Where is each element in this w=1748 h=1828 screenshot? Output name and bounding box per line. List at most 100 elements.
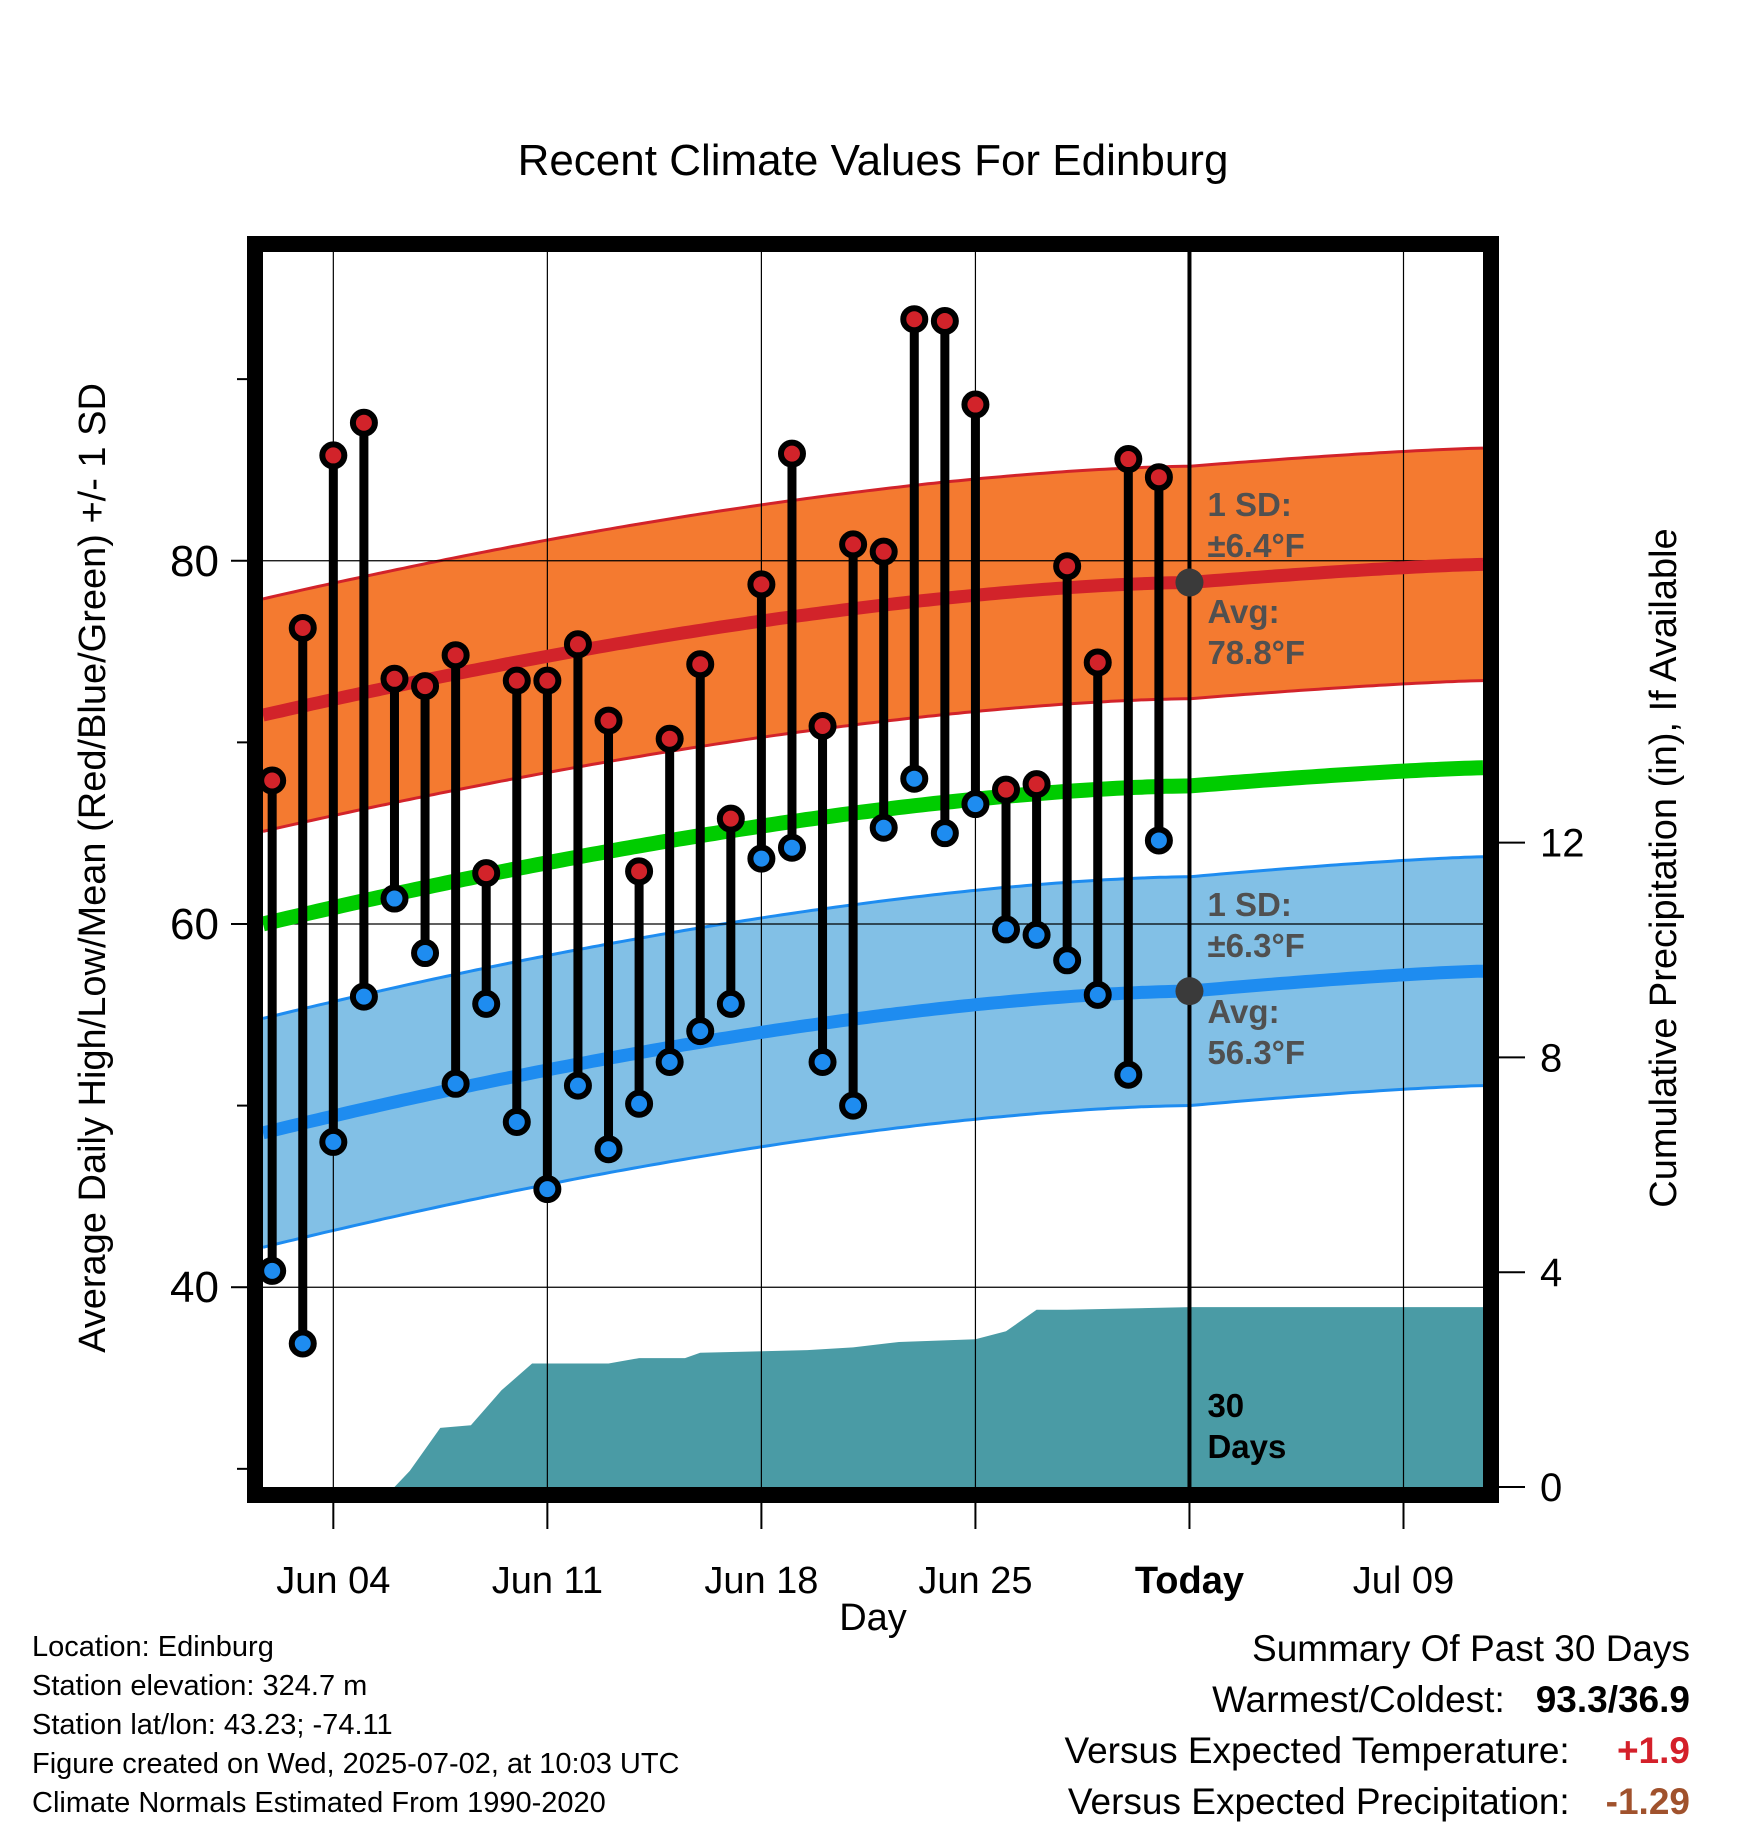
- latlon-text: Station lat/lon: 43.23; -74.11: [32, 1709, 393, 1741]
- summary-heading: Summary Of Past 30 Days: [1252, 1628, 1690, 1669]
- high-avg-annotation-0: Avg:: [1207, 593, 1279, 630]
- daily-low-point: [349, 982, 378, 1011]
- daily-low-point: [263, 1256, 287, 1285]
- daily-high-point: [900, 305, 929, 334]
- daily-high-point: [563, 630, 592, 659]
- daily-high-point: [808, 712, 837, 741]
- daily-low-point: [472, 989, 501, 1018]
- low-sd-band: [263, 856, 1483, 1248]
- x-tick-label-0: Jun 04: [276, 1560, 390, 1602]
- temp-label: Versus Expected Temperature:: [1064, 1730, 1570, 1771]
- low-avg-annotation-1: 56.3°F: [1207, 1034, 1305, 1071]
- daily-high-point: [411, 672, 440, 701]
- warm-cold-label: Warmest/Coldest:: [1212, 1679, 1505, 1720]
- x-tick-label-2: Jun 18: [704, 1560, 818, 1602]
- daily-low-point: [930, 819, 959, 848]
- daily-high-point: [594, 706, 623, 735]
- warm-cold-value: 93.3/36.9: [1535, 1679, 1690, 1720]
- daily-low-point: [319, 1127, 348, 1156]
- daily-high-point: [655, 724, 684, 753]
- high-sd-annotation-0: 1 SD:: [1207, 486, 1291, 523]
- precip-label: Versus Expected Precipitation:: [1067, 1781, 1570, 1822]
- daily-low-point: [992, 915, 1021, 944]
- normal-high-line: [263, 557, 1483, 722]
- daily-low-point: [839, 1091, 868, 1120]
- daily-high-point: [869, 537, 898, 566]
- x-tick-label-4: Today: [1135, 1560, 1244, 1602]
- daily-high-point: [1144, 463, 1173, 492]
- plot-area: [263, 252, 1483, 1487]
- y2-tick-label-12: 12: [1540, 822, 1585, 866]
- low-avg-annotation-0: Avg:: [1207, 993, 1279, 1030]
- daily-high-point: [686, 650, 715, 679]
- low-sd-annotation-1: ±6.3°F: [1207, 927, 1304, 964]
- daily-low-point: [1022, 920, 1051, 949]
- y-axis-label: Average Daily High/Low/Mean (Red/Blue/Gr…: [72, 383, 114, 1353]
- daily-low-point: [900, 764, 929, 793]
- daily-high-point: [930, 307, 959, 336]
- normal-high-today-dot: [1175, 568, 1204, 597]
- daily-high-point: [992, 775, 1021, 804]
- daily-low-point: [747, 844, 776, 873]
- daily-high-point: [1053, 552, 1082, 581]
- precipitation-area: [394, 1307, 1483, 1487]
- daily-low-point: [502, 1107, 531, 1136]
- precip-row: Versus Expected Precipitation: -1.29: [1064, 1776, 1690, 1827]
- normal-low-today-dot: [1175, 977, 1204, 1006]
- plot-frame: [247, 236, 1499, 1503]
- high-avg-annotation-1: 78.8°F: [1207, 634, 1305, 671]
- daily-low-point: [869, 813, 898, 842]
- period-annotation-0: 30: [1207, 1387, 1244, 1424]
- high-sd-upper-edge: [263, 446, 1483, 601]
- temp-row: Versus Expected Temperature: +1.9: [1064, 1725, 1690, 1776]
- daily-low-point: [686, 1017, 715, 1046]
- daily-high-point: [839, 530, 868, 559]
- daily-high-point: [1083, 648, 1112, 677]
- daily-low-point: [563, 1071, 592, 1100]
- daily-high-point: [263, 766, 287, 795]
- daily-low-point: [1053, 946, 1082, 975]
- y-tick-label-40: 40: [170, 1263, 219, 1312]
- summary-panel: Summary Of Past 30 Days Warmest/Coldest:…: [1064, 1623, 1690, 1827]
- daily-high-point: [502, 666, 531, 695]
- y2-tick-label-8: 8: [1540, 1036, 1562, 1080]
- y-tick-label-80: 80: [170, 537, 219, 586]
- daily-high-point: [747, 570, 776, 599]
- precip-value: -1.29: [1605, 1781, 1690, 1822]
- elevation-text: Station elevation: 324.7 m: [32, 1670, 368, 1702]
- daily-low-point: [441, 1069, 470, 1098]
- temp-value: +1.9: [1616, 1730, 1690, 1771]
- daily-high-point: [472, 859, 501, 888]
- low-sd-upper-edge: [263, 855, 1483, 1020]
- daily-high-point: [319, 441, 348, 470]
- high-sd-annotation-1: ±6.4°F: [1207, 527, 1304, 564]
- high-sd-band: [263, 448, 1483, 832]
- x-tick-label-3: Jun 25: [918, 1560, 1032, 1602]
- y2-tick-label-4: 4: [1540, 1251, 1562, 1295]
- daily-low-point: [655, 1048, 684, 1077]
- daily-low-point: [380, 884, 409, 913]
- daily-high-point: [288, 613, 317, 642]
- daily-low-point: [288, 1329, 317, 1358]
- low-sd-annotation-0: 1 SD:: [1207, 886, 1291, 923]
- daily-low-point: [777, 833, 806, 862]
- daily-low-point: [808, 1048, 837, 1077]
- daily-high-point: [716, 804, 745, 833]
- x-tick-label-1: Jun 11: [492, 1560, 603, 1602]
- y-tick-label-60: 60: [170, 900, 219, 949]
- daily-low-point: [625, 1089, 654, 1118]
- created-text: Figure created on Wed, 2025-07-02, at 10…: [32, 1748, 680, 1780]
- normals-text: Climate Normals Estimated From 1990-2020: [32, 1787, 606, 1819]
- daily-high-point: [380, 664, 409, 693]
- warm-cold-row: Warmest/Coldest: 93.3/36.9: [1064, 1674, 1690, 1725]
- station-info: Location: Edinburg Station elevation: 32…: [32, 1628, 680, 1823]
- chart-title: Recent Climate Values For Edinburg: [518, 136, 1229, 185]
- y2-tick-label-0: 0: [1540, 1466, 1562, 1510]
- daily-low-point: [1114, 1060, 1143, 1089]
- low-sd-lower-edge: [263, 1084, 1483, 1249]
- daily-low-point: [1083, 980, 1112, 1009]
- daily-high-point: [533, 666, 562, 695]
- daily-high-point: [441, 641, 470, 670]
- daily-low-point: [411, 939, 440, 968]
- daily-high-point: [625, 857, 654, 886]
